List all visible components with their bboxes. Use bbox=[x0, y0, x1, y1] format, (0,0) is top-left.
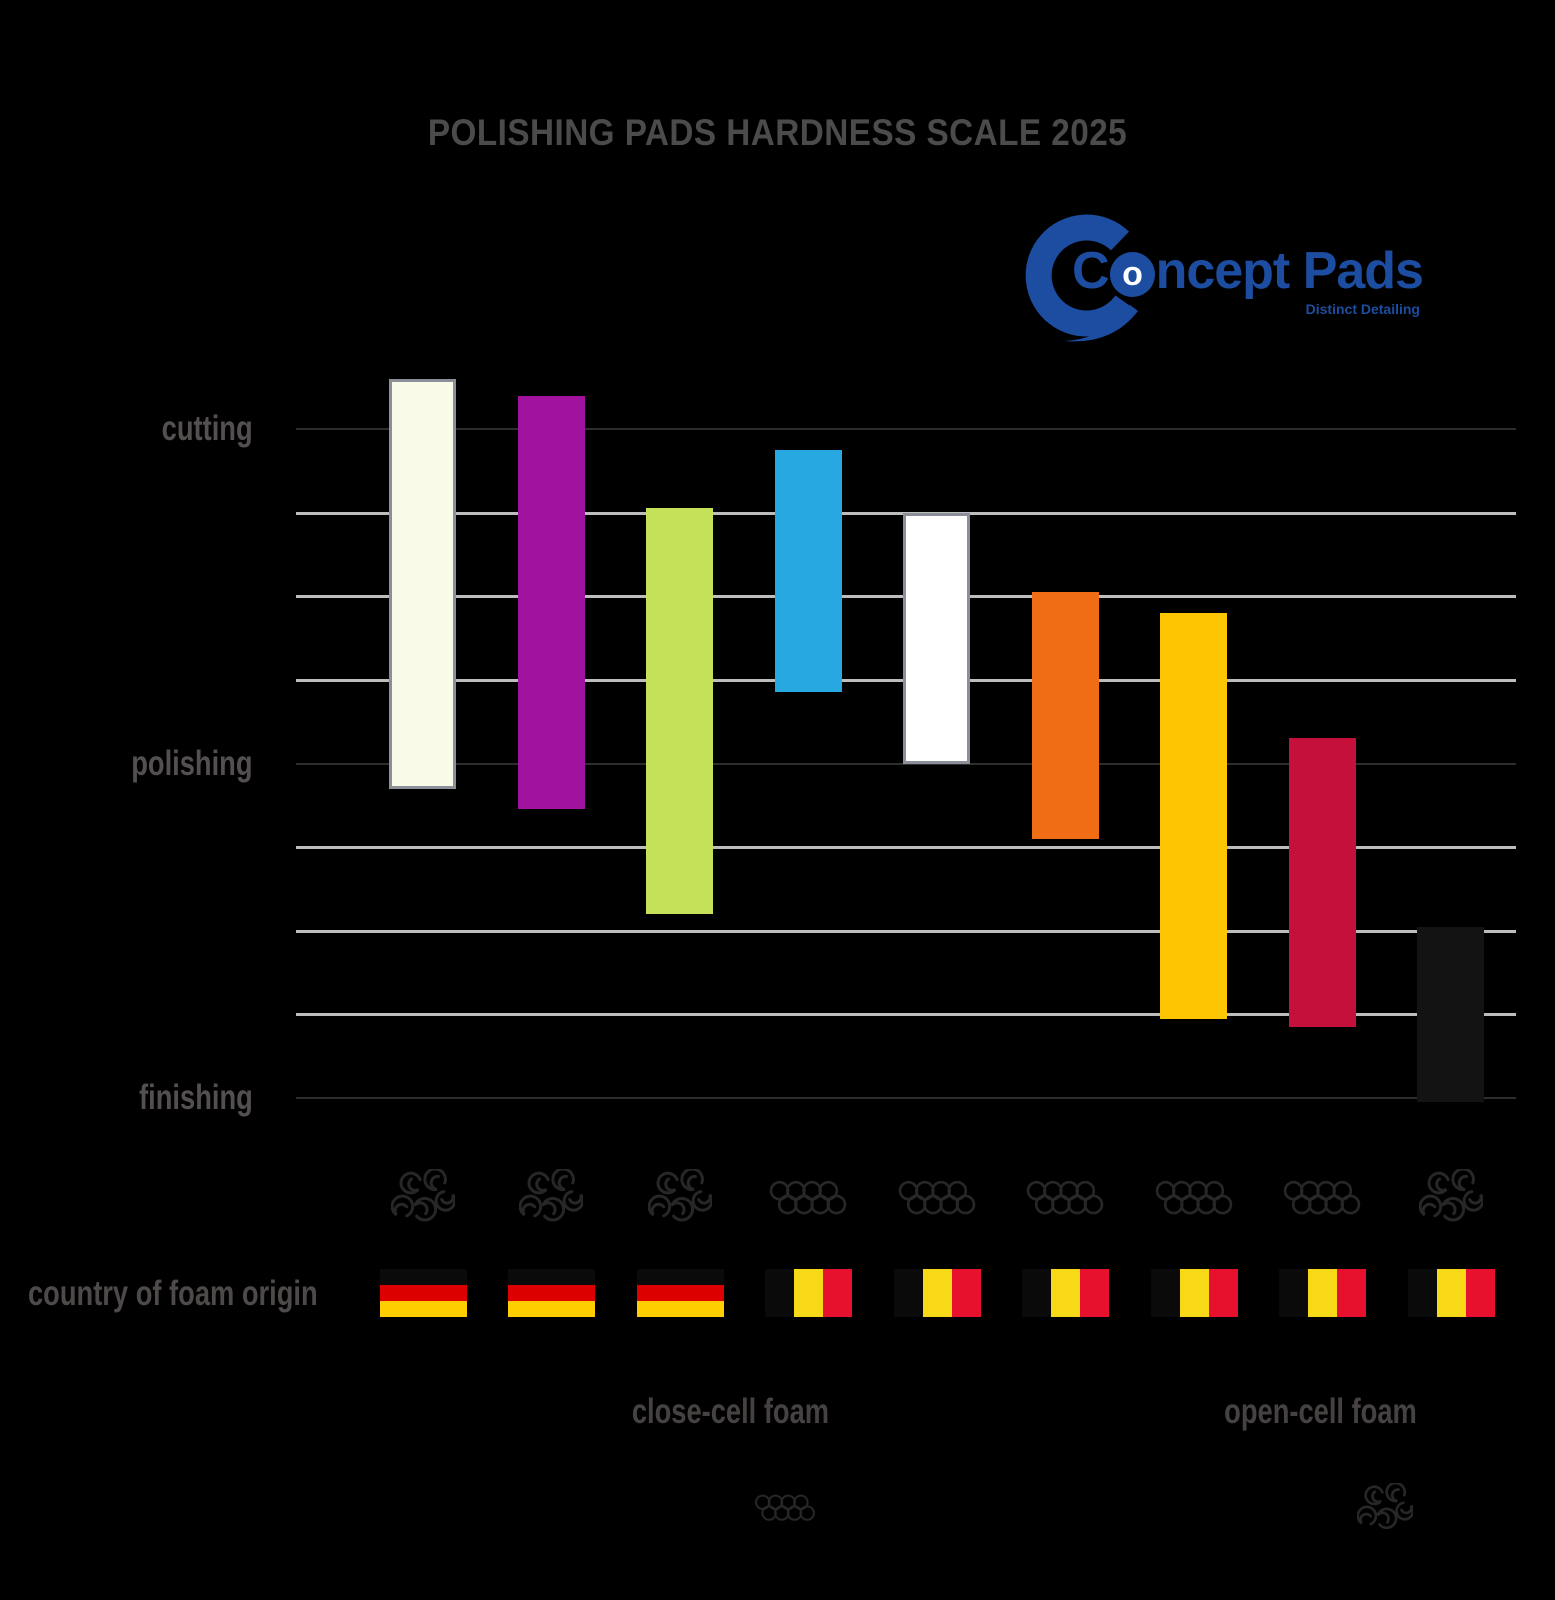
open-cell-icon bbox=[1356, 1481, 1415, 1539]
flag-stripe bbox=[636, 1285, 724, 1301]
axis-label-polishing: polishing bbox=[0, 742, 253, 786]
legend-label-text: open-cell foam bbox=[1223, 1392, 1417, 1431]
logo-swoosh-icon bbox=[1025, 214, 1138, 342]
flag-stripe bbox=[379, 1285, 467, 1301]
open-cell-icon bbox=[1418, 1167, 1484, 1232]
closed-cell-icon bbox=[1026, 1180, 1104, 1221]
pad-bar-1 bbox=[389, 378, 456, 789]
flag-belgium bbox=[1022, 1269, 1109, 1317]
flag-stripe bbox=[379, 1301, 467, 1317]
minor-gridline bbox=[296, 1013, 1516, 1017]
major-gridline bbox=[296, 762, 1516, 765]
flag-belgium bbox=[765, 1269, 852, 1317]
closed-cell-icon bbox=[1155, 1180, 1233, 1221]
flag-germany bbox=[508, 1269, 595, 1317]
major-gridline bbox=[296, 1097, 1516, 1099]
pad-bar-4 bbox=[774, 449, 842, 693]
flag-stripe bbox=[1179, 1269, 1209, 1317]
country-of-foam-origin-label: country of foam origin bbox=[28, 1274, 318, 1313]
brand-logo: C o ncept Pads Distinct Detailing bbox=[1010, 205, 1450, 345]
flag-belgium bbox=[1407, 1269, 1495, 1317]
major-gridline bbox=[296, 428, 1516, 430]
pad-bar-7 bbox=[1160, 612, 1227, 1019]
flag-stripe bbox=[379, 1269, 467, 1285]
legend-label-text: close-cell foam bbox=[631, 1392, 829, 1431]
axis-label-finishing: finishing bbox=[0, 1076, 253, 1120]
legend-label-close-cell: close-cell foam bbox=[570, 1388, 890, 1436]
pad-bar-2 bbox=[517, 395, 585, 810]
flag-stripe bbox=[893, 1269, 923, 1317]
flag-stripe bbox=[922, 1269, 952, 1317]
axis-label-text: finishing bbox=[139, 1078, 253, 1117]
flag-belgium bbox=[893, 1269, 981, 1317]
minor-gridline bbox=[296, 929, 1516, 933]
flag-stripe bbox=[508, 1285, 595, 1301]
chart-title: POLISHING PADS HARDNESS SCALE 2025 bbox=[427, 112, 1128, 153]
flag-stripe bbox=[765, 1269, 794, 1317]
flag-stripe bbox=[823, 1269, 852, 1317]
brand-wordmark: C o ncept Pads bbox=[1072, 241, 1424, 301]
pad-bar-6 bbox=[1031, 592, 1099, 839]
flag-stripe bbox=[508, 1269, 595, 1285]
flag-stripe bbox=[636, 1269, 724, 1285]
axis-label-cutting: cutting bbox=[0, 407, 253, 451]
flag-belgium bbox=[1150, 1269, 1238, 1317]
flag-stripe bbox=[794, 1269, 823, 1317]
closed-cell-icon bbox=[754, 1494, 816, 1527]
brand-rest: ncept Pads bbox=[1155, 242, 1424, 300]
flag-stripe bbox=[1208, 1269, 1238, 1317]
flag-belgium bbox=[1279, 1269, 1366, 1317]
flag-stripe bbox=[508, 1301, 595, 1317]
pad-bar-8 bbox=[1288, 738, 1356, 1027]
pad-bar-3 bbox=[646, 508, 713, 915]
pad-bar-5 bbox=[903, 512, 970, 764]
closed-cell-icon bbox=[898, 1180, 976, 1221]
flag-stripe bbox=[1337, 1269, 1366, 1317]
open-cell-icon bbox=[518, 1167, 585, 1232]
axis-label-text: polishing bbox=[131, 743, 253, 783]
closed-cell-icon bbox=[769, 1180, 847, 1221]
brand-letter-o: o bbox=[1122, 254, 1143, 293]
flag-stripe bbox=[1407, 1269, 1437, 1317]
flag-germany bbox=[379, 1269, 467, 1317]
flag-stripe bbox=[1051, 1269, 1080, 1317]
axis-label-text: cutting bbox=[162, 409, 253, 448]
logo-o-disc: o bbox=[1109, 251, 1155, 297]
pad-bar-9 bbox=[1417, 926, 1484, 1103]
flag-stripe bbox=[1080, 1269, 1109, 1317]
flag-germany bbox=[636, 1269, 724, 1317]
flag-stripe bbox=[1279, 1269, 1308, 1317]
brand-tagline: Distinct Detailing bbox=[1305, 301, 1420, 317]
closed-cell-icon bbox=[1283, 1180, 1361, 1221]
open-cell-icon bbox=[390, 1167, 456, 1232]
flag-stripe bbox=[1465, 1269, 1495, 1317]
minor-gridline bbox=[296, 846, 1516, 850]
flag-stripe bbox=[951, 1269, 981, 1317]
flag-stripe bbox=[1308, 1269, 1337, 1317]
flag-stripe bbox=[1436, 1269, 1466, 1317]
flag-stripe bbox=[1022, 1269, 1051, 1317]
legend-label-open-cell: open-cell foam bbox=[1160, 1388, 1480, 1436]
open-cell-icon bbox=[647, 1167, 713, 1232]
flag-stripe bbox=[636, 1301, 724, 1317]
flag-stripe bbox=[1150, 1269, 1180, 1317]
brand-letter-c: C bbox=[1072, 242, 1110, 300]
